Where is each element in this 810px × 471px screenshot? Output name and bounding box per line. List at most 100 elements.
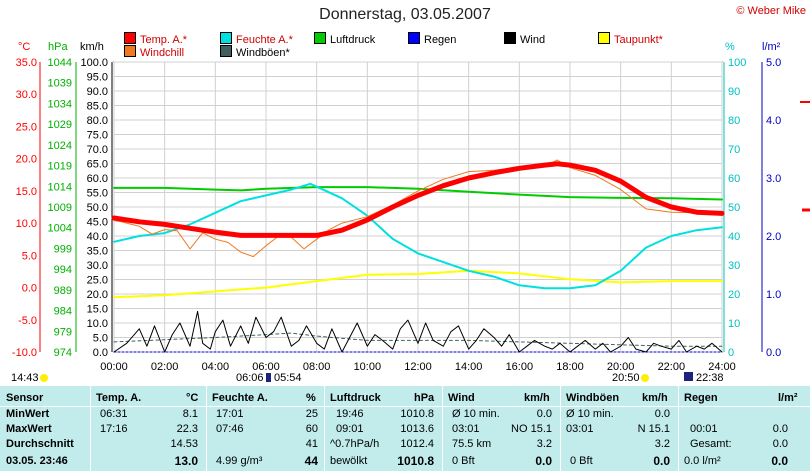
pressure-tick-label: 1029 [48, 119, 72, 131]
legend-pressure: Luftdruck [314, 32, 375, 46]
cell: 1012.4 [400, 438, 434, 450]
humidity-tick-label: 0 [728, 347, 734, 359]
temp-tick-label: 30.0 [16, 89, 37, 101]
temp-tick-label: 5.0 [22, 250, 37, 262]
x-tick-label: 02:00 [151, 361, 179, 373]
wind-tick-label: 65.0 [87, 159, 108, 171]
pressure-tick-label: 1009 [48, 202, 72, 214]
row-label: 03.05. 23:46 [6, 455, 68, 467]
cell: ^0.7hPa/h [330, 438, 380, 450]
humidity-tick-label: 40 [728, 231, 740, 243]
temp-axis-unit: °C [18, 41, 31, 53]
x-tick-label: 16:00 [506, 361, 534, 373]
wind-tick-label: 55.0 [87, 188, 108, 200]
series-feuchtea [113, 182, 723, 290]
cell: 1010.8 [397, 454, 434, 468]
row-label: MaxWert [6, 423, 52, 435]
temp-tick-label: 35.0 [16, 57, 37, 69]
pressure-tick-label: 1039 [48, 78, 72, 90]
cell: Gesamt: [690, 438, 732, 450]
cell: 0.0 [536, 408, 552, 420]
sunrise-icon [266, 373, 271, 382]
legend-swatch [408, 32, 420, 44]
cell: NO 15.1 [511, 423, 552, 435]
cell: 0.0 [771, 454, 788, 468]
wind-tick-label: 60.0 [87, 173, 108, 185]
x-tick-label: 22:00 [658, 361, 686, 373]
temp-tick-label: -5.0 [18, 315, 37, 327]
legend-windchill: Windchill [124, 45, 184, 59]
cell: 0.0 [772, 438, 788, 450]
cell: 22.3 [176, 423, 198, 435]
cell: 07:46 [216, 423, 244, 435]
cell: Ø 10 min. [452, 408, 500, 420]
x-tick-label: 18:00 [556, 361, 584, 373]
sunrise-time-a: 06:06 [236, 372, 264, 384]
wind-tick-label: 95.0 [87, 72, 108, 84]
wind-axis-unit: km/h [80, 41, 104, 53]
wind-tick-label: 10.0 [87, 318, 108, 330]
series-luftdruck [113, 186, 723, 201]
cell: Ø 10 min. [566, 408, 614, 420]
legend-humidity: Feuchte A.* [220, 32, 293, 46]
header-wind-unit: km/h [524, 392, 550, 404]
moon-icon [684, 372, 693, 381]
humidity-tick-label: 20 [728, 289, 740, 301]
cell: 14.53 [170, 438, 198, 450]
series-wind [113, 310, 723, 353]
x-tick-label: 10:00 [354, 361, 382, 373]
pressure-tick-label: 984 [54, 306, 72, 318]
header-temp-unit: °C [186, 392, 199, 404]
cell: 03:01 [566, 423, 594, 435]
cell: 0.0 [535, 454, 552, 468]
wind-tick-label: 70.0 [87, 144, 108, 156]
cell: 09:01 [336, 423, 364, 435]
legend-rain: Regen [408, 32, 456, 46]
humidity-tick-label: 70 [728, 144, 740, 156]
rain-tick-label: 2.0 [766, 231, 781, 243]
cell: 1013.6 [400, 423, 434, 435]
header-gust: Windböen [566, 392, 620, 404]
cell: bewölkt [330, 455, 368, 467]
temp-tick-label: 15.0 [16, 186, 37, 198]
header-sensor: Sensor [6, 392, 44, 404]
cell: 75.5 km [452, 438, 492, 450]
sun-icon [40, 374, 48, 382]
temp-tick-label: 25.0 [16, 121, 37, 133]
pressure-axis-unit: hPa [48, 41, 68, 53]
wind-tick-label: 100.0 [80, 57, 108, 69]
cell: 60 [305, 423, 318, 435]
humidity-tick-label: 10 [728, 318, 740, 330]
wind-tick-label: 5.0 [93, 333, 108, 345]
wind-tick-label: 15.0 [87, 304, 108, 316]
wind-tick-label: 35.0 [87, 246, 108, 258]
wind-tick-label: 25.0 [87, 275, 108, 287]
legend-swatch [124, 45, 136, 57]
cell: 8.1 [182, 408, 198, 420]
x-tick-label: 04:00 [202, 361, 230, 373]
wind-tick-label: 75.0 [87, 130, 108, 142]
cell: 0.0 l/m² [684, 455, 721, 467]
weather-chart: 100.095.090.085.080.075.070.065.060.055.… [12, 57, 810, 373]
cell: 17:16 [100, 423, 128, 435]
x-tick-label: 14:00 [455, 361, 483, 373]
pressure-tick-label: 1024 [48, 140, 72, 152]
pressure-tick-label: 1034 [48, 98, 72, 110]
wind-tick-label: 0.0 [93, 347, 108, 359]
cell: 00:01 [690, 423, 718, 435]
cell: N 15.1 [637, 423, 670, 435]
legend-swatch [124, 32, 136, 44]
humidity-tick-label: 50 [728, 202, 740, 214]
cell: 17:01 [216, 408, 244, 420]
cell: 3.2 [536, 438, 552, 450]
legend-swatch [598, 32, 610, 44]
cell: 0 Bft [570, 455, 593, 467]
rain-tick-label: 0.0 [766, 347, 781, 359]
temp-tick-label: 20.0 [16, 154, 37, 166]
cell: 3.2 [654, 438, 670, 450]
cell: 1010.8 [400, 408, 434, 420]
header-gust-unit: km/h [642, 392, 668, 404]
rain-tick-label: 1.0 [766, 289, 781, 301]
humidity-tick-label: 30 [728, 260, 740, 272]
legend-dewpoint: Taupunkt* [598, 32, 663, 46]
